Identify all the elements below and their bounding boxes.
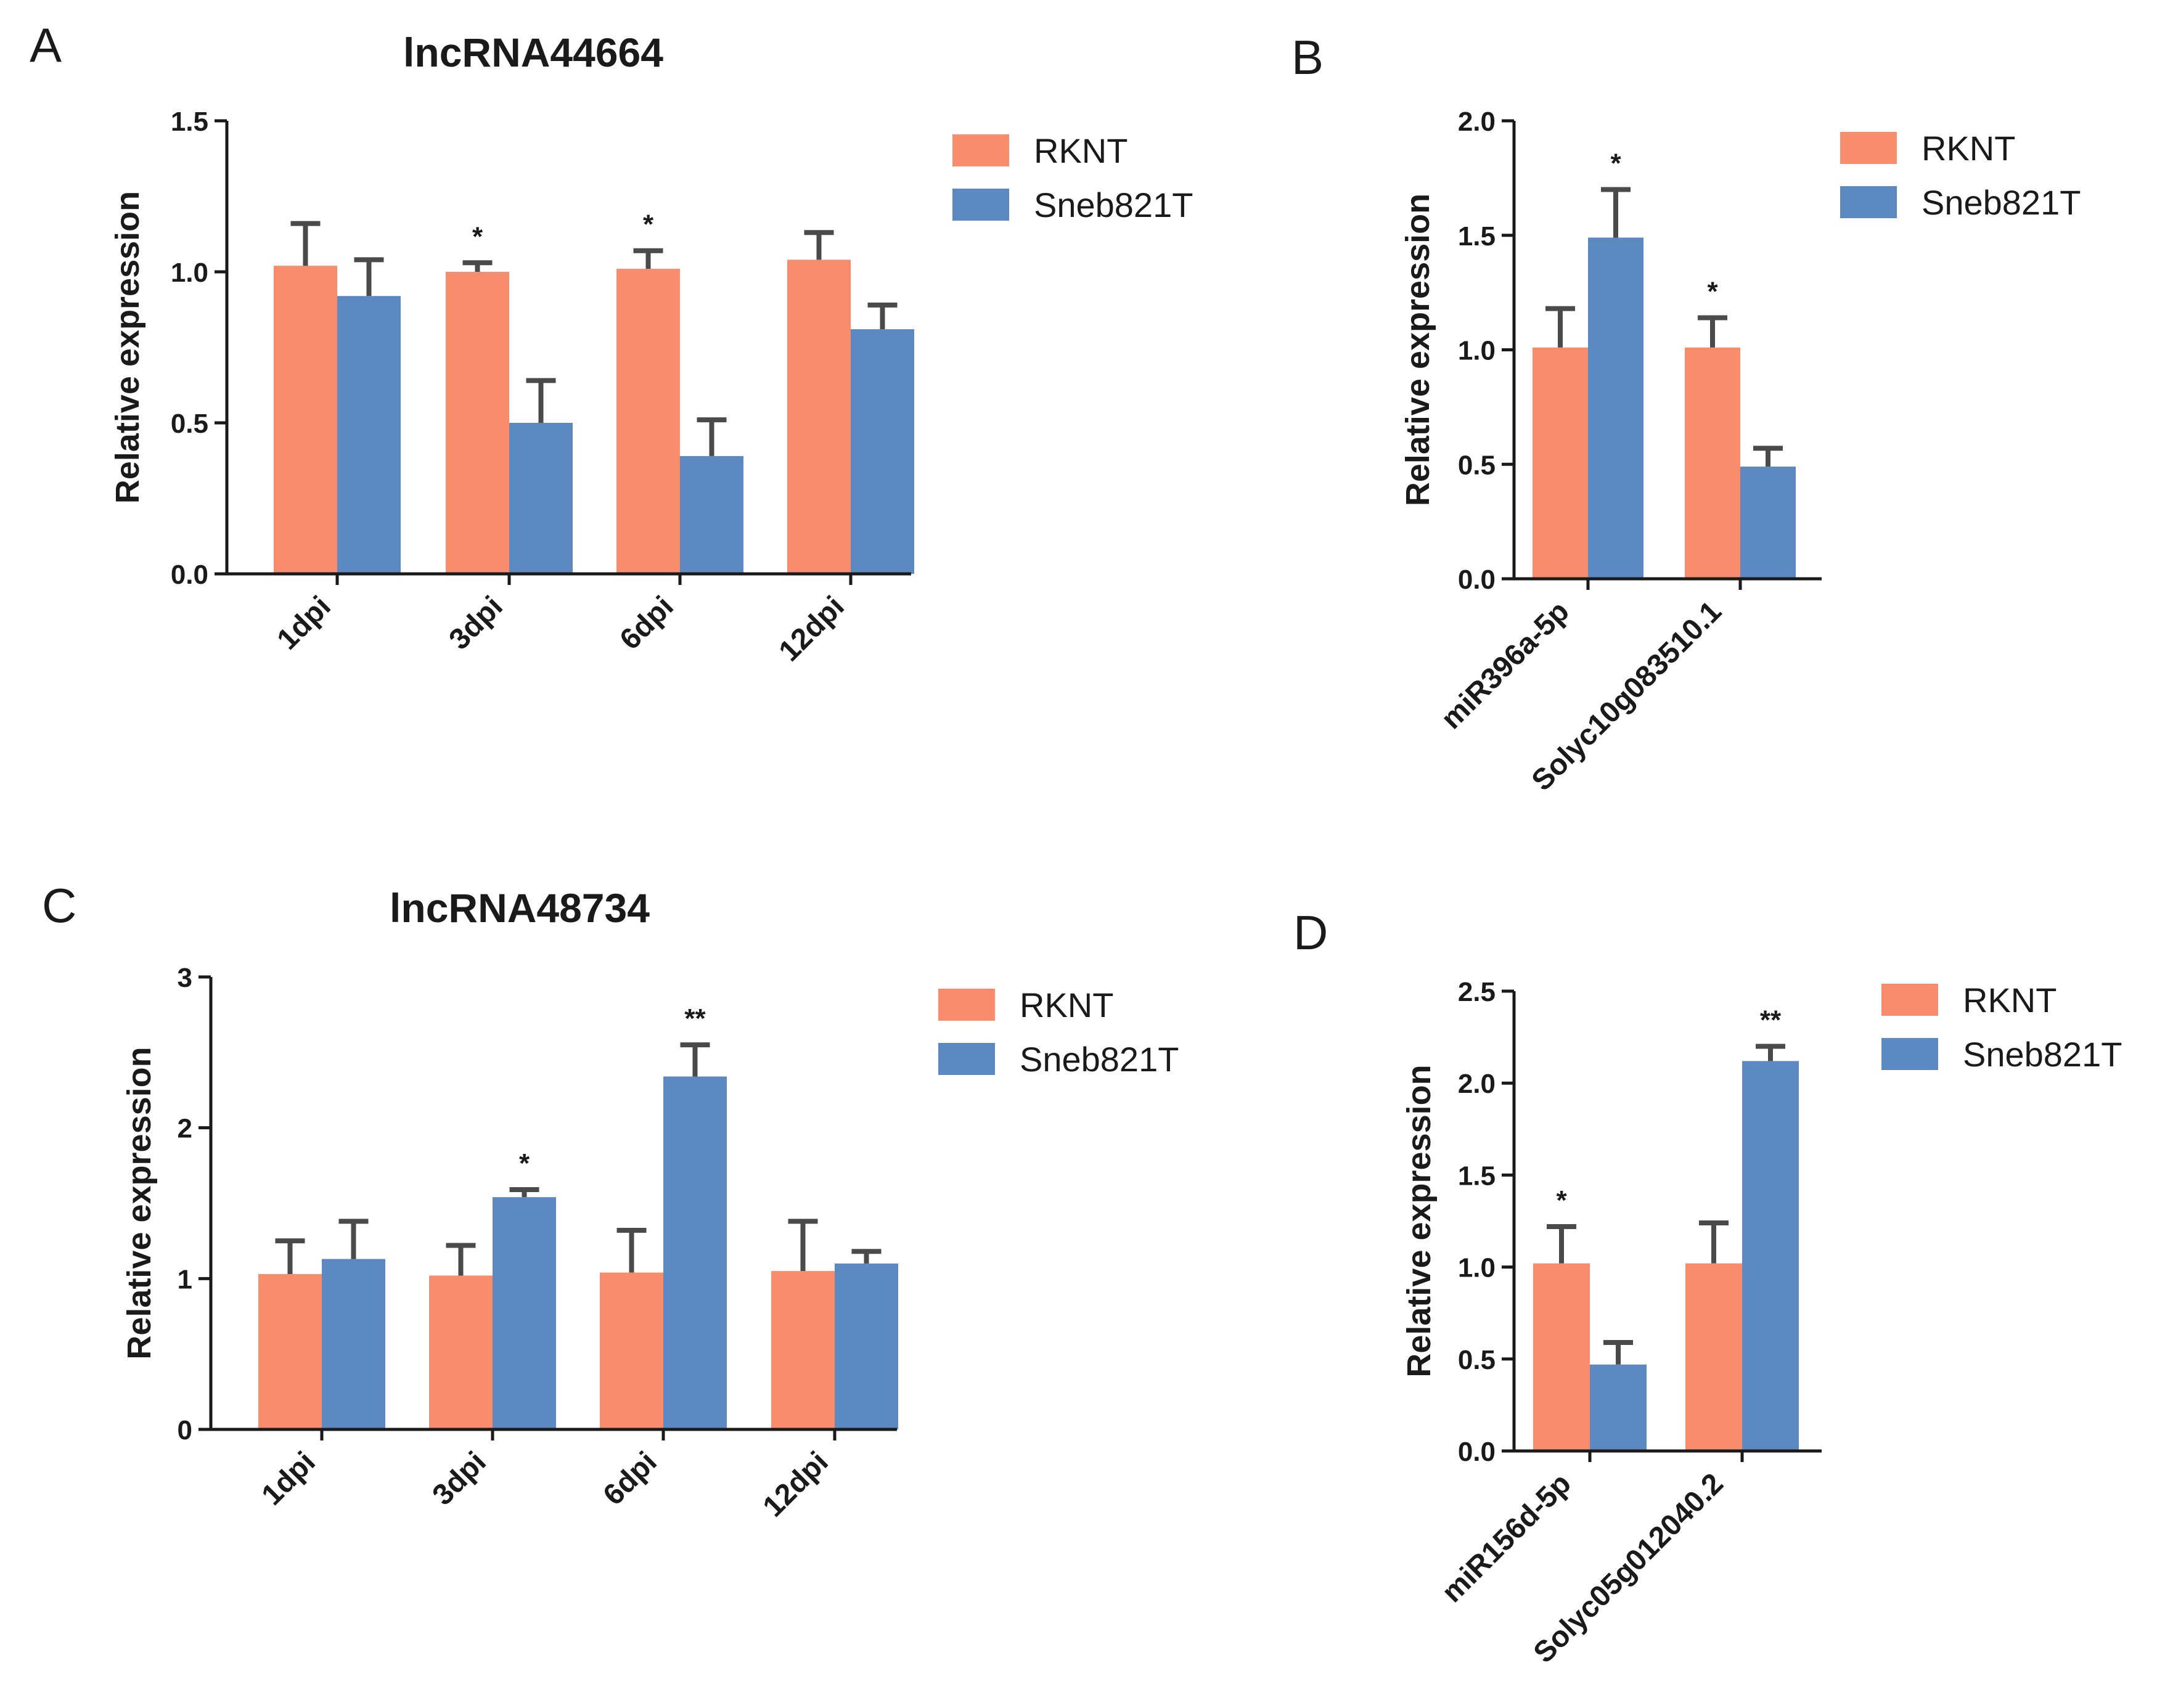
y-tick-label: 0.0: [1458, 565, 1496, 595]
y-tick-label: 1.5: [1458, 1161, 1496, 1191]
bar-sneb821t-1dpi: [337, 296, 401, 574]
legend-swatch-rknt: [952, 134, 1009, 166]
bar-sneb821t-3dpi: [509, 423, 573, 574]
legend-label-rknt: RKNT: [1922, 129, 2015, 168]
significance-label: **: [1760, 1005, 1782, 1036]
bar-sneb821t-12dpi: [851, 329, 914, 574]
y-tick-label: 0.0: [1458, 1437, 1496, 1467]
legend-swatch-sneb821t: [1840, 186, 1897, 218]
panel-letter: A: [30, 18, 62, 72]
significance-label: *: [643, 210, 654, 240]
x-tick-label: 1dpi: [256, 1445, 322, 1511]
x-tick-label: miR396a-5p: [1435, 595, 1576, 735]
significance-label: *: [1610, 148, 1621, 178]
x-tick-label: 12dpi: [757, 1445, 835, 1523]
bar-rknt-mir396a-5p: [1533, 347, 1588, 579]
x-tick-label: 6dpi: [597, 1445, 663, 1511]
bar-rknt-12dpi: [771, 1271, 835, 1429]
bar-sneb821t-solyc05g012040.2: [1742, 1061, 1799, 1451]
legend-swatch-sneb821t: [952, 189, 1009, 221]
y-axis-label: Relative expression: [1399, 194, 1436, 506]
legend-label-sneb821t: Sneb821T: [1963, 1035, 2122, 1074]
bar-rknt-1dpi: [258, 1273, 322, 1429]
legend-label-rknt: RKNT: [1963, 981, 2057, 1019]
significance-label: *: [519, 1148, 530, 1179]
legend-swatch-rknt: [1881, 984, 1938, 1016]
significance-label: *: [472, 221, 483, 251]
y-tick-label: 1.5: [1458, 221, 1496, 251]
bar-rknt-3dpi: [429, 1275, 493, 1429]
legend-swatch-sneb821t: [1881, 1038, 1938, 1070]
bar-sneb821t-mir396a-5p: [1588, 237, 1643, 579]
y-axis-label: Relative expression: [1401, 1064, 1438, 1377]
x-tick-label: 12dpi: [773, 590, 851, 668]
significance-label: **: [684, 1003, 706, 1034]
significance-label: *: [1556, 1185, 1567, 1216]
x-tick-label: 3dpi: [427, 1445, 493, 1511]
y-tick-label: 2.0: [1458, 107, 1496, 137]
y-tick-label: 0.5: [1458, 1345, 1496, 1375]
y-tick-label: 0.0: [171, 560, 208, 590]
legend-label-sneb821t: Sneb821T: [1020, 1040, 1179, 1079]
y-tick-label: 1.0: [1458, 336, 1496, 366]
y-tick-label: 0.5: [171, 409, 208, 439]
y-tick-label: 1.0: [171, 258, 208, 288]
bar-sneb821t-1dpi: [322, 1259, 385, 1429]
chart-title: lncRNA44664: [403, 30, 663, 75]
bar-rknt-6dpi: [600, 1272, 663, 1429]
y-tick-label: 0.5: [1458, 450, 1496, 480]
y-tick-label: 2.0: [1458, 1069, 1496, 1099]
bar-rknt-solyc10g083510.1: [1685, 347, 1740, 579]
bar-rknt-mir156d-5p: [1533, 1263, 1590, 1451]
legend-label-rknt: RKNT: [1034, 131, 1128, 170]
bar-sneb821t-solyc10g083510.1: [1740, 466, 1796, 579]
y-tick-label: 1.0: [1458, 1253, 1496, 1283]
legend-swatch-sneb821t: [938, 1043, 995, 1075]
legend-label-sneb821t: Sneb821T: [1922, 183, 2081, 222]
x-tick-label: miR156d-5p: [1436, 1467, 1578, 1609]
x-tick-label: 6dpi: [614, 590, 680, 656]
bar-sneb821t-6dpi: [663, 1076, 727, 1429]
x-tick-label: 3dpi: [443, 590, 509, 656]
bar-rknt-3dpi: [446, 272, 509, 574]
y-tick-label: 0: [178, 1415, 192, 1445]
y-tick-label: 3: [178, 963, 192, 993]
y-tick-label: 2: [178, 1114, 192, 1144]
panel-letter: D: [1293, 905, 1328, 960]
y-tick-label: 2.5: [1458, 977, 1496, 1007]
panel-letter: B: [1291, 30, 1324, 84]
bar-sneb821t-3dpi: [493, 1197, 556, 1429]
bar-rknt-6dpi: [616, 269, 680, 574]
y-axis-label: Relative expression: [109, 191, 146, 504]
y-tick-label: 1.5: [171, 107, 208, 137]
bar-rknt-1dpi: [274, 266, 337, 574]
bar-sneb821t-6dpi: [680, 456, 743, 574]
significance-label: *: [1707, 276, 1718, 306]
panel-letter: C: [42, 878, 76, 933]
bar-rknt-solyc05g012040.2: [1685, 1263, 1742, 1451]
legend-swatch-rknt: [1840, 132, 1897, 164]
x-tick-label: 1dpi: [271, 590, 337, 656]
legend-label-sneb821t: Sneb821T: [1034, 186, 1193, 224]
legend-label-rknt: RKNT: [1020, 986, 1113, 1024]
legend-swatch-rknt: [938, 989, 995, 1021]
y-axis-label: Relative expression: [121, 1047, 158, 1359]
y-tick-label: 1: [178, 1264, 192, 1294]
bar-sneb821t-12dpi: [835, 1263, 898, 1429]
bar-sneb821t-mir156d-5p: [1590, 1364, 1647, 1451]
bar-rknt-12dpi: [787, 259, 851, 574]
chart-title: lncRNA48734: [390, 885, 650, 931]
